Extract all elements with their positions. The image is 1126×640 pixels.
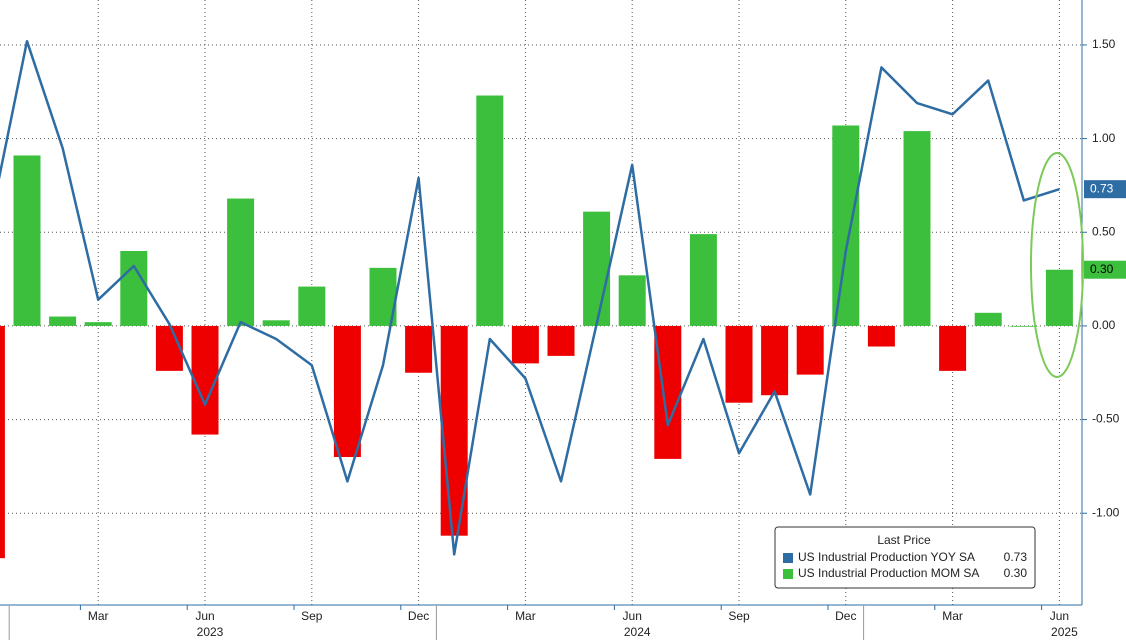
bar <box>796 325 824 375</box>
legend-box <box>774 526 1036 589</box>
bar <box>547 325 575 356</box>
bar <box>405 325 433 373</box>
x-tick-label: Mar <box>88 609 109 623</box>
bar <box>262 320 290 326</box>
x-tick-label: Mar <box>515 609 536 623</box>
bar <box>0 325 5 559</box>
bar <box>120 250 148 326</box>
x-year-label: 2025 <box>1051 625 1078 639</box>
bar <box>49 316 77 326</box>
bar <box>867 325 895 347</box>
plot-area <box>0 39 1073 559</box>
x-tick-label: Mar <box>942 609 963 623</box>
y-tick-label: 1.50 <box>1092 37 1116 51</box>
y-tick-label: -0.50 <box>1092 412 1120 426</box>
bar <box>1045 269 1073 326</box>
last-value-tag <box>1084 260 1126 279</box>
bar <box>511 325 539 364</box>
bar <box>13 155 41 326</box>
x-tick-label: Jun <box>623 609 642 623</box>
last-value-label: 0.73 <box>1090 181 1114 195</box>
x-tick-label: Jun <box>195 609 214 623</box>
bar <box>725 325 753 403</box>
legend-title: Last Price <box>877 533 931 547</box>
bar <box>476 95 504 326</box>
bar <box>155 325 183 371</box>
bar <box>333 325 361 458</box>
y-tick-label: 0.50 <box>1092 224 1116 238</box>
x-year-label: 2023 <box>197 625 224 639</box>
bar <box>654 325 682 459</box>
line <box>0 39 1060 556</box>
x-tick-label: Dec <box>408 609 429 623</box>
last-value-label: 0.30 <box>1090 262 1114 276</box>
x-tick-label: Sep <box>728 609 750 623</box>
y-tick-label: -1.00 <box>1092 505 1120 519</box>
bar <box>974 312 1002 326</box>
bar <box>939 325 967 371</box>
highlight-ellipse <box>1030 152 1084 378</box>
bar <box>761 325 789 396</box>
x-year-label: 2024 <box>624 625 651 639</box>
bar <box>298 286 326 326</box>
legend-label: US Industrial Production MOM SA <box>798 566 979 580</box>
legend-swatch <box>783 569 793 579</box>
last-value-tag <box>1084 180 1126 199</box>
bar <box>618 275 646 326</box>
bar <box>84 322 112 326</box>
legend: Last Price US Industrial Production YOY … <box>774 526 1036 589</box>
legend-swatch <box>783 553 793 563</box>
bar <box>583 211 611 326</box>
x-tick-label: Jun <box>1050 609 1069 623</box>
y-tick-label: 1.00 <box>1092 131 1116 145</box>
y-tick-label: 0.00 <box>1092 318 1116 332</box>
legend-value: 0.73 <box>1004 550 1028 564</box>
bar <box>903 131 931 326</box>
x-tick-label: Sep <box>301 609 323 623</box>
legend-label: US Industrial Production YOY SA <box>798 550 975 564</box>
bar <box>191 325 219 435</box>
bar <box>227 198 255 326</box>
bar <box>832 125 860 326</box>
x-tick-label: Dec <box>835 609 856 623</box>
legend-value: 0.30 <box>1004 566 1028 580</box>
bar <box>1010 325 1038 327</box>
bar <box>689 234 717 326</box>
